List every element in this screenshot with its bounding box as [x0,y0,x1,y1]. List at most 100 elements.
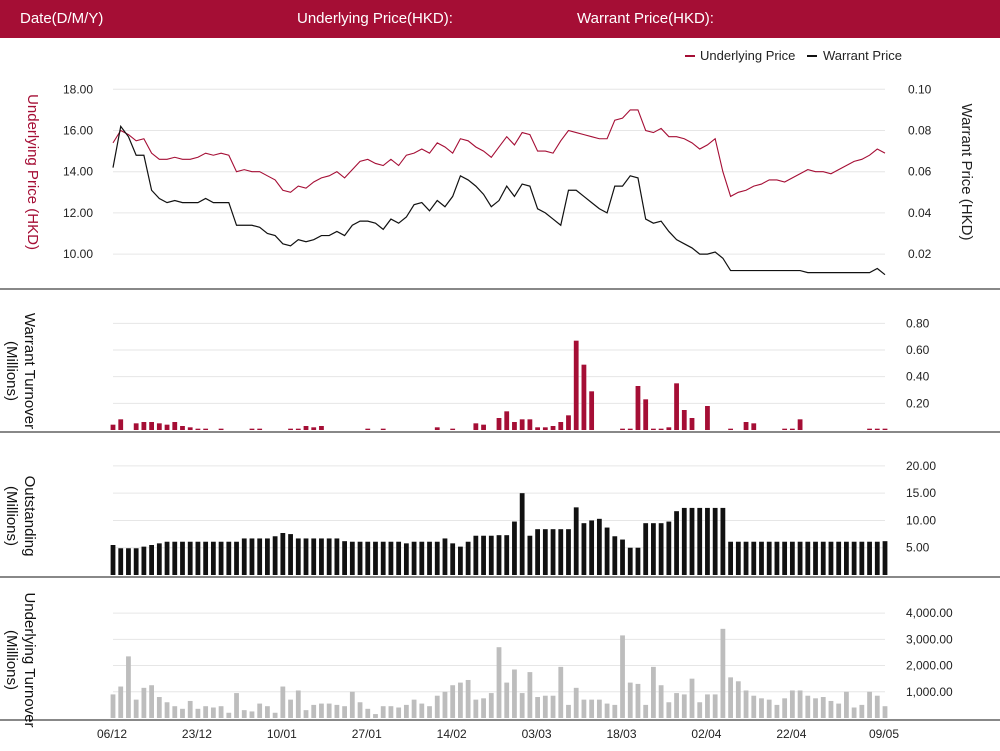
outstanding-bar [473,535,479,575]
underlying-turnover-bar [496,647,502,718]
underlying-turnover-bar [844,691,849,718]
outstanding-bar [743,541,749,575]
underlying-turnover-bar [651,666,656,718]
underlying-price-label: Underlying Price(HKD): [297,10,453,27]
outstanding-bar [118,548,124,575]
outstanding-bar [797,541,803,575]
right-tick-label: 0.06 [908,165,932,179]
underlying-turnover-bar [141,687,147,718]
underlying-turnover-bar [728,677,733,718]
tick-label: 0.80 [906,316,930,330]
warrant-turnover-bar [620,428,625,430]
warrant-turnover-bar [643,399,649,430]
underlying-turnover-bar [643,704,649,718]
underlying-turnover-bar [797,690,803,718]
warrant-turnover-bar [743,422,749,430]
outstanding-bar [272,536,278,575]
warrant-turnover-bar [311,427,317,430]
outstanding-bar [218,541,224,575]
warrant-turnover-bar [867,428,872,430]
header-bar: Date(D/M/Y) Underlying Price(HKD): Warra… [0,0,1000,38]
x-tick-label: 03/03 [522,727,552,741]
warrant-turnover-bar [365,428,371,430]
outstanding-bar [766,541,772,575]
tick-label: 1,000.00 [906,685,953,699]
outstanding-bar [411,541,417,575]
warrant-turnover-bar [797,419,803,430]
underlying-turnover-bar [234,693,239,718]
tick-label: 0.20 [906,396,930,410]
underlying-turnover-bar [288,699,293,718]
tick-label: 3,000.00 [906,632,953,646]
underlying-turnover-bar [689,678,695,718]
warrant-turnover-bar [195,428,201,430]
left-tick-label: 16.00 [63,124,93,138]
warrant-turnover-bar [635,386,641,430]
underlying-turnover-bar [566,704,571,718]
outstanding-bar [481,535,486,575]
underlying-turnover-bar [805,695,811,718]
legend-warrant-label: Warrant Price [823,48,902,63]
outstanding-bar [396,541,402,575]
outstanding-bar [851,541,857,575]
underlying-turnover-bar [180,708,185,718]
warrant-turnover-bar [705,406,710,430]
underlying-turnover-bar [581,699,587,718]
underlying-turnover-bar [867,691,872,718]
outstanding-bar [836,541,842,575]
x-tick-label: 22/04 [776,727,806,741]
outstanding-bar [303,538,309,575]
warrant-turnover-bar [566,415,571,430]
outstanding-bar [728,541,733,575]
underlying-turnover-bar [311,704,317,718]
outstanding-bar [241,538,247,575]
warrant-turnover-bar [535,427,540,430]
outstanding-bar [280,533,286,575]
axis-label-line: (Millions) [3,486,20,546]
outstanding-bar [697,507,703,575]
outstanding-bar [133,548,139,575]
underlying-turnover-bar [751,695,757,718]
underlying-turnover-bar [411,699,417,718]
axis-label-line: (Millions) [3,341,20,401]
right-tick-label: 0.04 [908,206,932,220]
outstanding-bar [789,541,795,575]
underlying-turnover-bar [774,704,780,718]
underlying-turnover-bar [705,694,710,718]
warrant-turnover-bar [504,411,510,430]
warrant-turnover-bar [257,428,263,430]
outstanding-bar [759,541,764,575]
outstanding-bar [612,536,618,575]
underlying-turnover-bar [743,690,749,718]
outstanding-bar [635,547,641,575]
warrant-turnover-bar [380,428,386,430]
warrant-turnover-bar [218,428,224,430]
underlying-turnover-bar [458,682,463,718]
underlying-turnover-bar [535,697,540,718]
outstanding-bar [326,538,332,575]
warrant-turnover-bar [658,428,664,430]
warrant-turnover-bar [110,424,116,430]
outstanding-bar [311,538,317,575]
outstanding-bar [813,541,818,575]
outstanding-bar [288,534,293,575]
underlying-turnover-bar [249,711,255,718]
underlying-turnover-bar [373,714,378,718]
outstanding-bar [465,541,471,575]
outstanding-bar [844,541,849,575]
tick-label: 10.00 [906,513,936,527]
outstanding-bar [643,523,649,575]
outstanding-bar [604,527,610,575]
underlying-turnover-bar [118,686,124,718]
warrant-turnover-bar [496,418,502,430]
tick-label: 0.60 [906,343,930,357]
outstanding-bar [542,529,548,575]
underlying-turnover-bar [874,695,880,718]
outstanding-bar [187,541,193,575]
warrant-turnover-bar [651,428,656,430]
outstanding-bar [450,543,456,575]
x-tick-label: 14/02 [437,727,467,741]
warrant-turnover-bar [558,422,564,430]
outstanding-bar [149,545,154,575]
underlying-turnover-bar [488,693,494,718]
